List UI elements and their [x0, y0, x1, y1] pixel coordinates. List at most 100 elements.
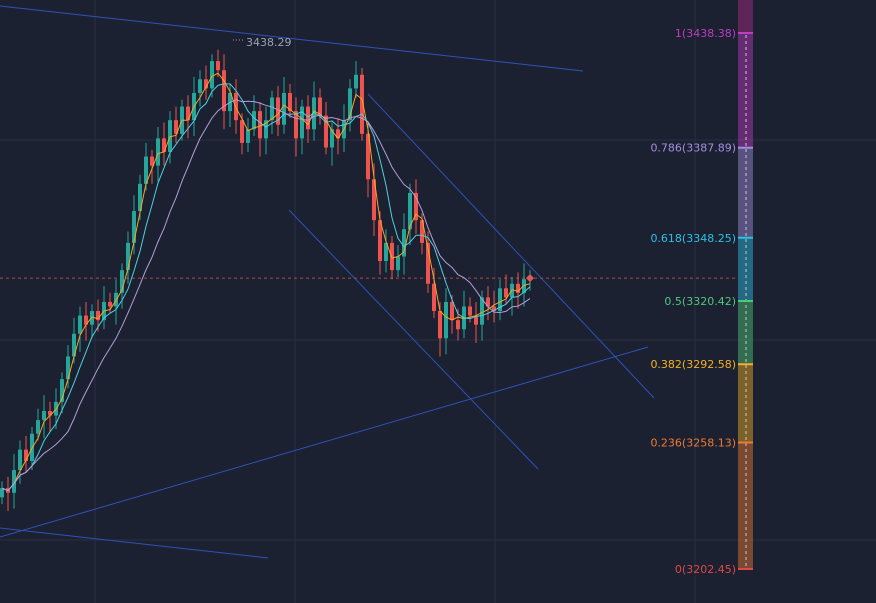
candle-body [246, 129, 250, 143]
candle-body [396, 256, 400, 271]
candles [0, 49, 532, 511]
candle-body [504, 288, 508, 298]
candle-body [216, 61, 220, 71]
candle-body [24, 449, 28, 461]
candle-body [480, 297, 484, 325]
candle-body [264, 120, 268, 139]
candle-body [36, 420, 40, 434]
trendline [0, 527, 269, 559]
candle-body [270, 97, 274, 121]
candle-body [390, 242, 394, 271]
fib-level-label: 0.5(3320.42) [664, 295, 736, 308]
candle-body [12, 470, 16, 493]
candle-body [294, 111, 298, 139]
candle-body [252, 111, 256, 130]
fibonacci-retracement: 1(3438.38) 0.786(3387.89) 0.618(3348.25) 0.… [650, 0, 753, 576]
candle-body [132, 211, 136, 243]
moving-averages [1, 72, 531, 492]
candle-body [312, 97, 316, 130]
candle-body [108, 301, 112, 307]
candle-body [438, 311, 442, 339]
candle-body [432, 283, 436, 312]
candle-body [444, 301, 448, 339]
candle-body [318, 97, 322, 116]
candle-body [234, 92, 238, 121]
candle-body [408, 192, 412, 230]
candle-body [354, 74, 358, 89]
fib-level-label: 0.618(3348.25) [650, 232, 736, 245]
candle-body [138, 183, 142, 212]
candle-body [84, 315, 88, 325]
candle-body [144, 156, 148, 184]
candle-body [360, 74, 364, 134]
candle-body [456, 320, 460, 330]
candle-body [204, 79, 208, 89]
trendlines [0, 5, 655, 559]
candle-body [222, 70, 226, 112]
moving-average-line [1, 99, 531, 492]
candle-body [516, 283, 520, 293]
candle-body [300, 106, 304, 139]
candle-body [198, 79, 202, 93]
candle-body [402, 229, 406, 257]
candle-body [210, 61, 214, 89]
current-price-marker [526, 274, 534, 283]
candle-body [0, 488, 4, 498]
candle-body [258, 111, 262, 139]
moving-average-line [1, 83, 531, 492]
candle-body [522, 279, 526, 293]
candle-body [174, 120, 178, 134]
candle-body [378, 220, 382, 262]
candle-body [384, 242, 388, 262]
current-price-diamond [526, 274, 534, 283]
fib-level-label: 0.236(3258.13) [650, 437, 736, 450]
peak-marker: 3438.29 [233, 36, 292, 49]
candle-body [372, 179, 376, 221]
candle-body [66, 356, 70, 380]
candle-body [366, 133, 370, 180]
fib-zone-top [738, 0, 753, 33]
candle-body [186, 106, 190, 121]
candle-body [486, 297, 490, 307]
candle-body [330, 129, 334, 148]
candle-body [414, 192, 418, 221]
trendline [0, 5, 584, 72]
candle-body [348, 88, 352, 121]
trendline [0, 346, 649, 538]
candle-body [306, 106, 310, 130]
candle-body [450, 301, 454, 321]
fib-level-label: 0(3202.45) [675, 563, 736, 576]
candle-body [120, 270, 124, 293]
candle-body [474, 315, 478, 325]
candle-body [168, 120, 172, 153]
candle-body [492, 306, 496, 312]
candle-body [288, 92, 292, 112]
candle-body [42, 410, 46, 421]
candle-body [468, 306, 472, 316]
candle-body [48, 410, 52, 416]
peak-price-label: 3438.29 [246, 36, 292, 49]
trendline [288, 209, 539, 470]
candle-body [156, 138, 160, 166]
fib-level-label: 1(3438.38) [675, 27, 736, 40]
candle-body [498, 288, 502, 312]
fib-level-label: 0.382(3292.58) [650, 358, 736, 371]
candle-body [18, 449, 22, 471]
candle-body [162, 138, 166, 153]
candle-body [420, 220, 424, 243]
candle-body [96, 311, 100, 321]
candle-body [240, 120, 244, 143]
fib-level-label: 0.786(3387.89) [650, 142, 736, 155]
trendline [367, 93, 655, 399]
candle-body [72, 333, 76, 357]
candle-body [60, 379, 64, 402]
candle-body [276, 97, 280, 125]
candle-body [426, 242, 430, 284]
candle-body [324, 115, 328, 148]
candle-body [282, 92, 286, 125]
candle-body [126, 242, 130, 271]
moving-average-line [1, 72, 531, 492]
fib-zone [738, 300, 753, 365]
